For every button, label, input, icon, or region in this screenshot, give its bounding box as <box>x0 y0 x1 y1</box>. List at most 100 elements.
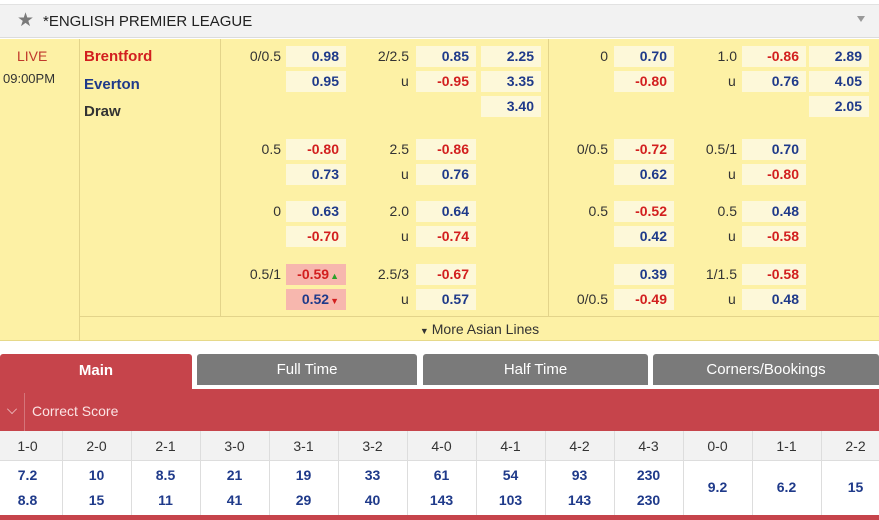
odds-ht-over[interactable]: -0.86 <box>742 46 806 67</box>
column-divider <box>269 431 270 520</box>
score-odds-draw[interactable]: 6.2 <box>776 479 797 495</box>
score-odds-home[interactable]: 54 <box>502 467 519 483</box>
odds-ht-under[interactable]: -0.80 <box>742 164 806 185</box>
odds-ft-hdp-away[interactable]: 0.73 <box>286 164 346 185</box>
match-row: LIVE 09:00PM Brentford Everton Draw 0/0.… <box>0 39 879 341</box>
score-odds-home[interactable]: 230 <box>636 467 661 483</box>
odds-ht-1x2-away[interactable]: 4.05 <box>809 71 869 92</box>
score-odds-away[interactable]: 11 <box>158 492 173 508</box>
odds-ht-hdp-home[interactable]: -0.72 <box>614 139 674 160</box>
score-odds-home[interactable]: 7.2 <box>17 467 38 483</box>
score-odds-away[interactable]: 40 <box>364 492 381 508</box>
odds-ft-hdp-away[interactable]: 0.95 <box>286 71 346 92</box>
odds-ft-1x2-home[interactable]: 2.25 <box>481 46 541 67</box>
score-odds-away[interactable]: 143 <box>567 492 592 508</box>
score-label: 2-1 <box>155 438 176 454</box>
odds-ft-under[interactable]: -0.95 <box>416 71 476 92</box>
odds-ht-hdp-home[interactable]: -0.52 <box>614 201 674 222</box>
ft-handicap: 0/0.5 <box>249 48 281 64</box>
odds-ft-hdp-home[interactable]: 0.63 <box>286 201 346 222</box>
score-odds-home[interactable]: 61 <box>433 467 450 483</box>
ht-over-under-line: 0.5 <box>717 203 737 219</box>
odds-ht-hdp-away[interactable]: -0.80 <box>614 71 674 92</box>
column-divider <box>131 431 132 520</box>
odds-ht-hdp-away[interactable]: 0.42 <box>614 226 674 247</box>
odds-ht-over[interactable]: 0.70 <box>742 139 806 160</box>
odds-ft-under[interactable]: 0.76 <box>416 164 476 185</box>
score-odds-home[interactable]: 33 <box>364 467 381 483</box>
column-divider <box>545 431 546 520</box>
star-icon[interactable]: ★ <box>17 10 35 31</box>
odds-ft-hdp-home[interactable]: -0.59▲ <box>286 264 346 285</box>
score-odds-away[interactable]: 15 <box>88 492 105 508</box>
column-divider <box>338 431 339 520</box>
under-flag: u <box>728 73 736 89</box>
odds-ht-1x2-home[interactable]: 2.89 <box>809 46 869 67</box>
score-label: 0-0 <box>707 438 728 454</box>
score-odds-away[interactable]: 41 <box>226 492 243 508</box>
odds-ft-over[interactable]: -0.67 <box>416 264 476 285</box>
caret-down-icon: ▼ <box>419 326 429 336</box>
score-odds-away[interactable]: 103 <box>498 492 523 508</box>
odds-ft-under[interactable]: 0.57 <box>416 289 476 310</box>
bottom-bar <box>0 515 879 520</box>
caret-down-icon[interactable] <box>857 16 865 22</box>
score-label: 1-1 <box>776 438 797 454</box>
column-divider <box>407 431 408 520</box>
odds-ht-under[interactable]: -0.58 <box>742 226 806 247</box>
odds-ft-over[interactable]: 0.64 <box>416 201 476 222</box>
score-odds-home[interactable]: 93 <box>571 467 588 483</box>
tab-corners-bookings[interactable]: Corners/Bookings <box>653 354 879 385</box>
chevron-down-icon[interactable] <box>7 404 17 414</box>
odds-ft-1x2-draw[interactable]: 3.40 <box>481 96 541 117</box>
tab-main[interactable]: Main <box>0 354 192 392</box>
score-odds-away[interactable]: 8.8 <box>17 492 38 508</box>
tab-full-time[interactable]: Full Time <box>197 354 417 385</box>
under-flag: u <box>401 291 409 307</box>
odds-ht-hdp-home[interactable]: 0.39 <box>614 264 674 285</box>
score-odds-home[interactable]: 19 <box>295 467 312 483</box>
column-divider <box>62 431 63 520</box>
tab-half-time[interactable]: Half Time <box>423 354 648 385</box>
score-label: 2-2 <box>845 438 866 454</box>
odds-ht-hdp-away[interactable]: -0.49 <box>614 289 674 310</box>
odds-ft-1x2-away[interactable]: 3.35 <box>481 71 541 92</box>
odds-ht-under[interactable]: 0.48 <box>742 289 806 310</box>
divider <box>79 39 80 341</box>
score-odds-home[interactable]: 21 <box>226 467 243 483</box>
score-odds-away[interactable]: 230 <box>636 492 661 508</box>
ht-handicap: 0/0.5 <box>576 291 608 307</box>
score-odds-away[interactable]: 29 <box>295 492 312 508</box>
more-asian-lines-label: More Asian Lines <box>431 321 540 337</box>
league-name: *ENGLISH PREMIER LEAGUE <box>43 13 253 30</box>
odds-value: -0.59 <box>297 266 330 282</box>
odds-ht-under[interactable]: 0.76 <box>742 71 806 92</box>
league-header[interactable]: ★ *ENGLISH PREMIER LEAGUE <box>0 5 879 38</box>
odds-ft-hdp-home[interactable]: 0.98 <box>286 46 346 67</box>
odds-ht-hdp-home[interactable]: 0.70 <box>614 46 674 67</box>
odds-ft-hdp-away[interactable]: -0.70 <box>286 226 346 247</box>
odds-ft-over[interactable]: 0.85 <box>416 46 476 67</box>
away-team[interactable]: Everton <box>84 76 140 93</box>
more-asian-lines-link[interactable]: ▼ More Asian Lines <box>80 316 879 341</box>
odds-ft-hdp-away[interactable]: 0.52▼ <box>286 289 346 310</box>
column-divider <box>821 431 822 520</box>
ft-over-under-line: 2.5/3 <box>377 266 409 282</box>
odds-ft-over[interactable]: -0.86 <box>416 139 476 160</box>
odds-ht-hdp-away[interactable]: 0.62 <box>614 164 674 185</box>
score-odds-away[interactable]: 143 <box>429 492 454 508</box>
score-odds-draw[interactable]: 9.2 <box>707 479 728 495</box>
column-divider <box>200 431 201 520</box>
score-odds-draw[interactable]: 15 <box>847 479 864 495</box>
home-team[interactable]: Brentford <box>84 48 153 65</box>
correct-score-header[interactable]: Correct Score <box>0 393 879 431</box>
odds-ft-hdp-home[interactable]: -0.80 <box>286 139 346 160</box>
score-odds-home[interactable]: 10 <box>88 467 105 483</box>
score-label: 4-1 <box>500 438 521 454</box>
odds-ht-over[interactable]: 0.48 <box>742 201 806 222</box>
score-odds-home[interactable]: 8.5 <box>155 467 176 483</box>
odds-ft-under[interactable]: -0.74 <box>416 226 476 247</box>
ht-handicap: 0/0.5 <box>576 141 608 157</box>
odds-ht-1x2-draw[interactable]: 2.05 <box>809 96 869 117</box>
odds-ht-over[interactable]: -0.58 <box>742 264 806 285</box>
